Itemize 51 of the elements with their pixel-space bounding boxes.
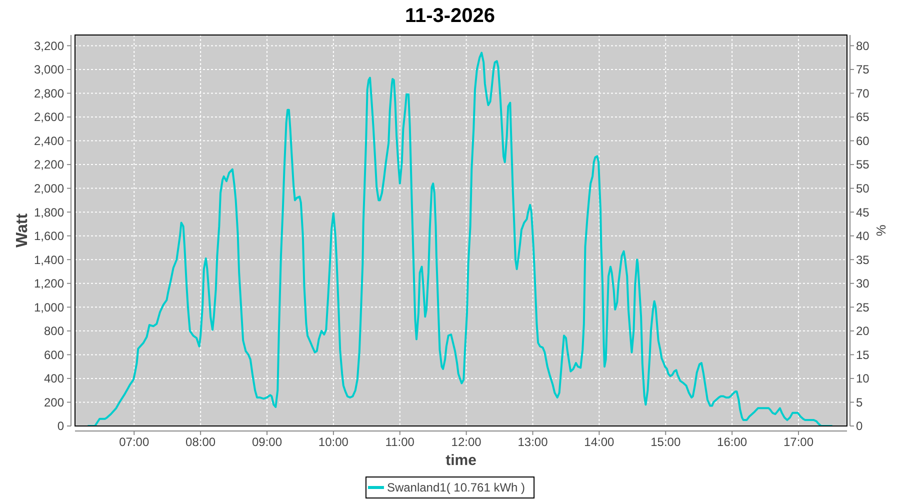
x-tick-label: 08:00 xyxy=(186,435,216,449)
y2-tick-label: 15 xyxy=(856,348,870,362)
y-tick-label: 2,600 xyxy=(34,110,64,124)
y-tick-label: 600 xyxy=(44,348,64,362)
y2-tick-label: 5 xyxy=(856,395,863,410)
y-tick-label: 2,200 xyxy=(34,158,64,172)
y-tick-label: 2,800 xyxy=(34,86,64,100)
line-series xyxy=(87,52,833,426)
y-tick-label: 1,600 xyxy=(34,229,64,244)
y2-axis-title: % xyxy=(874,224,889,236)
y-tick-label: 2,000 xyxy=(34,182,64,196)
y-tick-label: 1,200 xyxy=(34,276,64,291)
x-tick-label: 17:00 xyxy=(783,435,814,449)
x-tick-label: 16:00 xyxy=(717,435,748,449)
y-tick-label: 3,000 xyxy=(34,62,64,77)
x-tick-label: 14:00 xyxy=(584,435,615,449)
x-tick-label: 10:00 xyxy=(318,435,349,449)
x-tick-label: 07:00 xyxy=(119,435,150,449)
y2-tick-label: 45 xyxy=(856,205,870,220)
y2-tick-label: 30 xyxy=(856,276,870,291)
x-axis-title: time xyxy=(446,452,476,469)
y2-tick-label: 10 xyxy=(856,372,870,386)
x-tick-label: 12:00 xyxy=(451,435,482,449)
y2-tick-label: 35 xyxy=(856,252,870,267)
y2-tick-label: 40 xyxy=(856,229,870,244)
y2-tick-label: 0 xyxy=(856,419,863,434)
y2-tick-label: 55 xyxy=(856,158,870,172)
y-tick-label: 1,000 xyxy=(34,300,64,314)
x-tick-label: 09:00 xyxy=(252,435,282,449)
x-tick-label: 15:00 xyxy=(650,435,681,449)
y2-tick-label: 50 xyxy=(856,182,870,196)
chart-title: 11-3-2026 xyxy=(404,5,496,27)
y2-tick-label: 65 xyxy=(856,110,870,124)
y-tick-label: 0 xyxy=(57,419,64,434)
y2-tick-label: 25 xyxy=(856,300,870,314)
y-tick-label: 800 xyxy=(44,324,64,338)
x-tick-label: 13:00 xyxy=(518,435,548,449)
x-tick-label: 11:00 xyxy=(385,435,415,449)
legend-label: Swanland1( 10.761 kWh ) xyxy=(386,480,526,495)
y2-tick-label: 70 xyxy=(856,86,870,100)
y2-tick-label: 20 xyxy=(856,324,870,338)
y-tick-label: 3,200 xyxy=(34,38,64,53)
y-tick-label: 400 xyxy=(44,372,64,386)
y2-tick-label: 60 xyxy=(856,134,870,148)
y-axis-title: Watt xyxy=(14,212,31,248)
y2-tick-label: 80 xyxy=(856,38,870,53)
y2-tick-label: 75 xyxy=(856,62,870,77)
y-tick-label: 2,400 xyxy=(34,134,64,148)
y-tick-label: 1,800 xyxy=(34,205,64,220)
y-tick-label: 200 xyxy=(44,395,64,410)
y-tick-label: 1,400 xyxy=(34,252,64,267)
